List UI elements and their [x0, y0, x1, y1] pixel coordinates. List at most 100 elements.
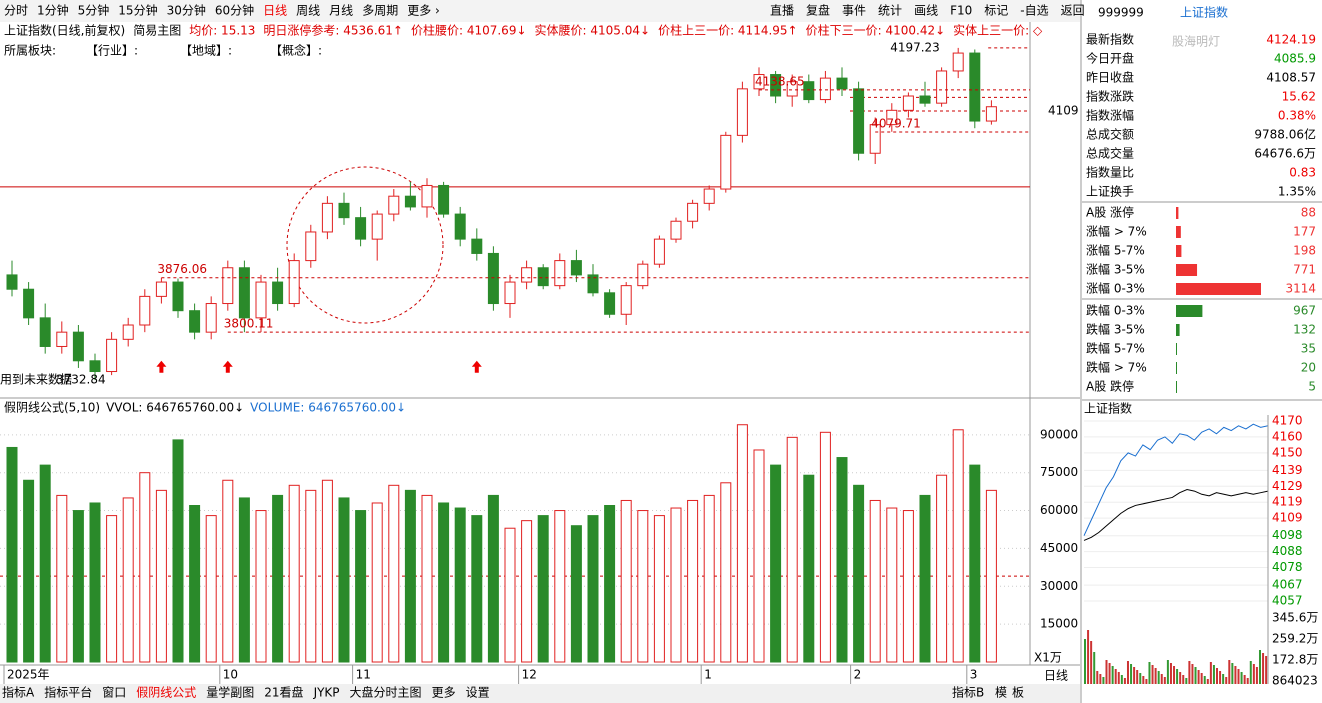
candle-body [720, 134, 732, 190]
volume-bar [753, 449, 765, 663]
volume-bar [371, 502, 383, 663]
candle-body [139, 295, 151, 326]
volume-bar [189, 505, 201, 663]
period-tab[interactable]: 15分钟 [118, 3, 157, 18]
bottom-tab[interactable]: 21看盘 [264, 685, 303, 700]
bottom-tab[interactable]: JYKP [313, 686, 340, 700]
intraday-vol [1120, 675, 1123, 684]
volume-bar [504, 527, 516, 663]
info-text: 实体腰价: 4105.04↓ [535, 23, 651, 38]
intraday-vol [1157, 671, 1160, 684]
breadth-value: 20 [1301, 361, 1316, 375]
candle-body [89, 360, 101, 373]
intraday-vol [1237, 669, 1240, 684]
intraday-vol [1084, 639, 1086, 684]
period-tab[interactable]: 日线 [263, 4, 287, 18]
stat-value: 64676.6万 [1254, 147, 1316, 161]
toolbar-button[interactable]: 复盘 [806, 3, 830, 18]
volume-bar [936, 474, 948, 663]
stat-label: 总成交额 [1086, 127, 1134, 142]
bottom-tab[interactable]: 假阴线公式 [136, 686, 196, 700]
intraday-tick: 4078 [1272, 560, 1303, 574]
intraday-vol [1160, 674, 1163, 684]
candle-body [969, 52, 981, 122]
toolbar-button[interactable]: 事件 [842, 4, 866, 18]
candle-body [521, 267, 533, 283]
intraday-vol [1148, 662, 1151, 684]
breadth-label: 涨幅 5-7% [1086, 243, 1145, 258]
bottom-tab[interactable]: 量学副图 [206, 685, 254, 700]
intraday-vol [1136, 670, 1139, 684]
bottom-tab[interactable]: 指标平台 [44, 685, 92, 700]
period-tab[interactable]: 60分钟 [215, 3, 254, 18]
stat-label: 今日开盘 [1086, 51, 1134, 66]
toolbar-button[interactable]: 画线 [914, 4, 938, 18]
toolbar-button[interactable]: 直播 [770, 4, 794, 18]
intraday-tick: 4129 [1272, 479, 1303, 493]
info-text: 明日涨停参考: 4536.61↑ [263, 23, 403, 38]
stat-value: 0.38% [1278, 109, 1316, 123]
candle-body [155, 281, 167, 297]
intraday-vol-tick: 864023 [1272, 674, 1318, 688]
period-tab[interactable]: 月线 [329, 4, 353, 18]
breadth-bar [1176, 245, 1182, 257]
intraday-vol [1246, 678, 1249, 684]
toolbar-button[interactable]: 统计 [878, 4, 902, 18]
candle-body [56, 331, 68, 347]
signal-arrow [156, 360, 167, 373]
toolbar-button[interactable]: F10 [950, 4, 972, 18]
volume-bar [604, 505, 616, 663]
period-tab[interactable]: 分时 [4, 4, 28, 18]
bottom-right-tab[interactable]: 板 [1012, 686, 1024, 700]
volume-bar [521, 520, 533, 663]
toolbar-button[interactable]: -自选 [1020, 4, 1048, 18]
volume-title: VVOL: 646765760.00↓ [106, 401, 244, 415]
bottom-tab[interactable]: 更多 [432, 686, 456, 700]
breadth-bar [1176, 324, 1180, 336]
intraday-vol [1252, 664, 1255, 684]
candle-body [770, 74, 782, 97]
bottom-tab[interactable]: 窗口 [102, 686, 126, 700]
toolbar-button[interactable]: 标记 [984, 4, 1008, 18]
breadth-label: 跌幅 > 7% [1086, 360, 1147, 375]
intraday-tick: 4119 [1272, 495, 1303, 509]
signal-arrow [471, 360, 482, 373]
period-tab[interactable]: 更多 › [407, 4, 440, 18]
bottom-tab[interactable]: 指标A [2, 685, 35, 700]
x-label: 12 [522, 668, 537, 682]
volume-bar [89, 502, 101, 663]
info-text: 简易主图 [133, 24, 181, 38]
volume-bar [736, 424, 748, 663]
candle-body [355, 217, 367, 240]
candle-body [421, 184, 433, 208]
quote-code: 999999 [1098, 6, 1144, 20]
volume-bar [438, 502, 450, 663]
period-tab[interactable]: 30分钟 [167, 3, 206, 18]
breadth-bar [1176, 343, 1177, 355]
bottom-tab[interactable]: 大盘分时主图 [350, 685, 422, 700]
period-tab[interactable]: 多周期 [362, 4, 398, 18]
stat-label: 指数量比 [1086, 165, 1134, 180]
intraday-tick: 4150 [1272, 445, 1303, 459]
toolbar-button[interactable]: 返回 [1061, 4, 1085, 18]
stat-value: 4124.19 [1266, 33, 1316, 47]
period-tab[interactable]: 1分钟 [37, 3, 69, 18]
bottom-right-tab[interactable]: 模 [995, 686, 1007, 700]
x-label: 10 [223, 668, 238, 682]
price-axis-label: 4109 [1048, 104, 1079, 118]
period-tab[interactable]: 5分钟 [78, 3, 110, 18]
volume-bar [886, 507, 898, 663]
annotation-label: 3876.06 [157, 262, 207, 276]
candle-body [637, 263, 649, 287]
volume-bar [653, 515, 665, 663]
candle-body [853, 88, 865, 154]
candle-body [388, 195, 400, 215]
intraday-tick: 4057 [1272, 594, 1303, 608]
intraday-vol [1240, 672, 1243, 684]
bottom-right-tab[interactable]: 指标B [952, 685, 984, 700]
sector-label: 【概念】: [270, 43, 322, 58]
intraday-vol [1194, 667, 1197, 684]
x-label: 11 [356, 668, 371, 682]
period-tab[interactable]: 周线 [296, 4, 320, 18]
bottom-tab[interactable]: 设置 [466, 686, 490, 700]
